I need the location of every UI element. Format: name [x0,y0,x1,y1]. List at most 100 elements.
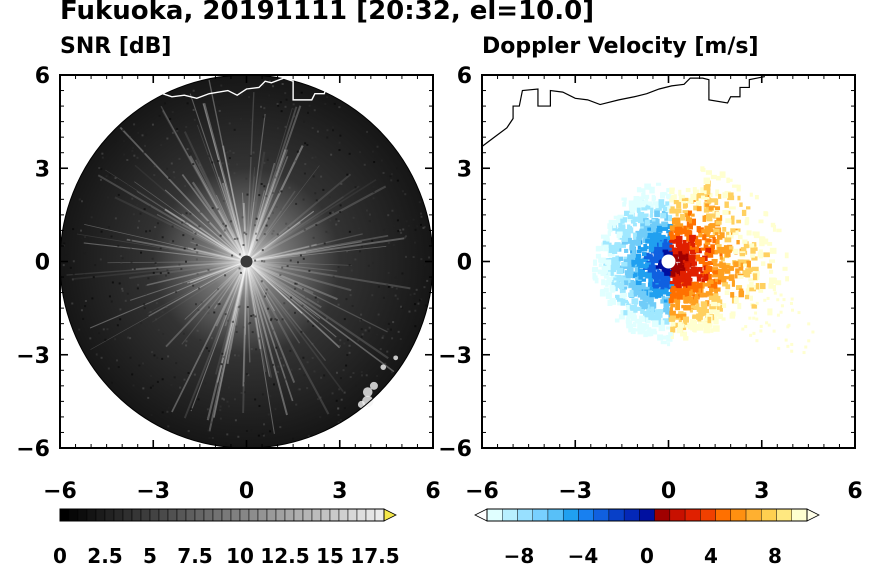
velocity-echo [642,304,648,309]
velocity-echo [700,247,706,251]
velocity-echo [653,251,657,258]
velocity-echo [691,213,695,217]
velocity-echo [663,307,670,313]
snr-noise [360,245,363,248]
snr-noise [236,237,239,240]
snr-noise [306,387,309,390]
snr-streak [241,192,248,262]
snr-noise [156,380,159,383]
snr-noise [310,434,313,437]
velocity-echo [750,254,755,258]
colorbar-swatch [311,508,322,522]
snr-noise [152,271,155,274]
snr-noise [335,399,338,402]
velocity-echo [678,318,682,325]
snr-noise [171,111,174,114]
velocity-echo [672,226,679,231]
snr-noise [151,351,154,354]
snr-noise [420,212,423,215]
snr-noise [96,353,99,356]
velocity-echo [694,239,702,246]
velocity-echo [746,206,751,210]
snr-noise [314,296,317,299]
velocity-echo [668,215,673,221]
snr-noise [107,226,110,229]
snr-noise [207,106,210,109]
snr-noise [238,305,241,308]
velocity-echo [643,323,647,330]
snr-noise [121,287,124,290]
velocity-echo [638,275,643,280]
snr-noise [225,442,228,445]
snr-noise [407,224,410,227]
colorbar-swatch [329,508,340,522]
snr-noise [395,287,398,290]
snr-noise [84,305,87,308]
velocity-echo [652,196,656,201]
snr-noise [71,302,74,305]
snr-noise [175,362,178,365]
velocity-echo [659,288,666,294]
velocity-echo [642,296,650,301]
velocity-echo [710,174,717,180]
snr-noise [182,332,185,335]
colorbar-swatch [203,508,214,522]
snr-noise [220,363,223,366]
velocity-echo [677,262,683,266]
snr-noise [195,258,198,261]
snr-noise [284,105,287,108]
colorbar-tick-label: 0 [640,544,654,568]
snr-noise [416,225,419,228]
velocity-echo [647,201,653,206]
velocity-echo [671,321,676,327]
velocity-echo [807,322,811,326]
velocity-echo [736,184,741,192]
velocity-echo [681,283,687,287]
snr-noise [375,333,378,336]
velocity-echo [637,322,642,329]
velocity-echo [767,308,773,316]
velocity-echo [664,280,670,285]
velocity-echo [617,246,622,252]
velocity-echo [653,243,661,251]
colorbar-extend-max [383,508,397,522]
snr-noise [328,196,331,199]
velocity-echo [695,194,699,201]
snr-noise [339,204,342,207]
velocity-echo [603,244,609,252]
snr-noise [137,283,140,286]
snr-noise [297,388,300,391]
velocity-echo [606,235,610,242]
snr-noise [255,217,258,220]
snr-noise [130,261,133,264]
snr-noise [114,180,117,183]
velocity-echo [668,238,676,244]
colorbar-swatch [194,508,205,522]
snr-noise [155,318,158,321]
snr-noise [238,267,241,270]
snr-noise [342,369,345,372]
velocity-echo [656,238,660,245]
velocity-echo [649,270,657,278]
velocity-echo [650,287,657,292]
x-tick-label: −6 [465,479,499,504]
velocity-echo [703,185,711,191]
snr-noise [185,212,188,215]
velocity-echo [713,293,719,300]
velocity-echo [790,308,794,312]
snr-noise [150,259,153,262]
snr-noise [147,277,150,280]
colorbar-swatch [248,508,259,522]
velocity-echo [694,235,699,242]
velocity-echo [647,282,653,290]
colorbar-swatch [293,508,304,522]
velocity-echo [633,196,639,201]
velocity-echo [689,319,696,325]
velocity-echo [657,255,663,260]
velocity-echo [730,215,735,220]
velocity-echo [776,298,780,302]
velocity-echo [697,193,705,199]
snr-noise [367,330,370,333]
velocity-echo [710,301,718,307]
